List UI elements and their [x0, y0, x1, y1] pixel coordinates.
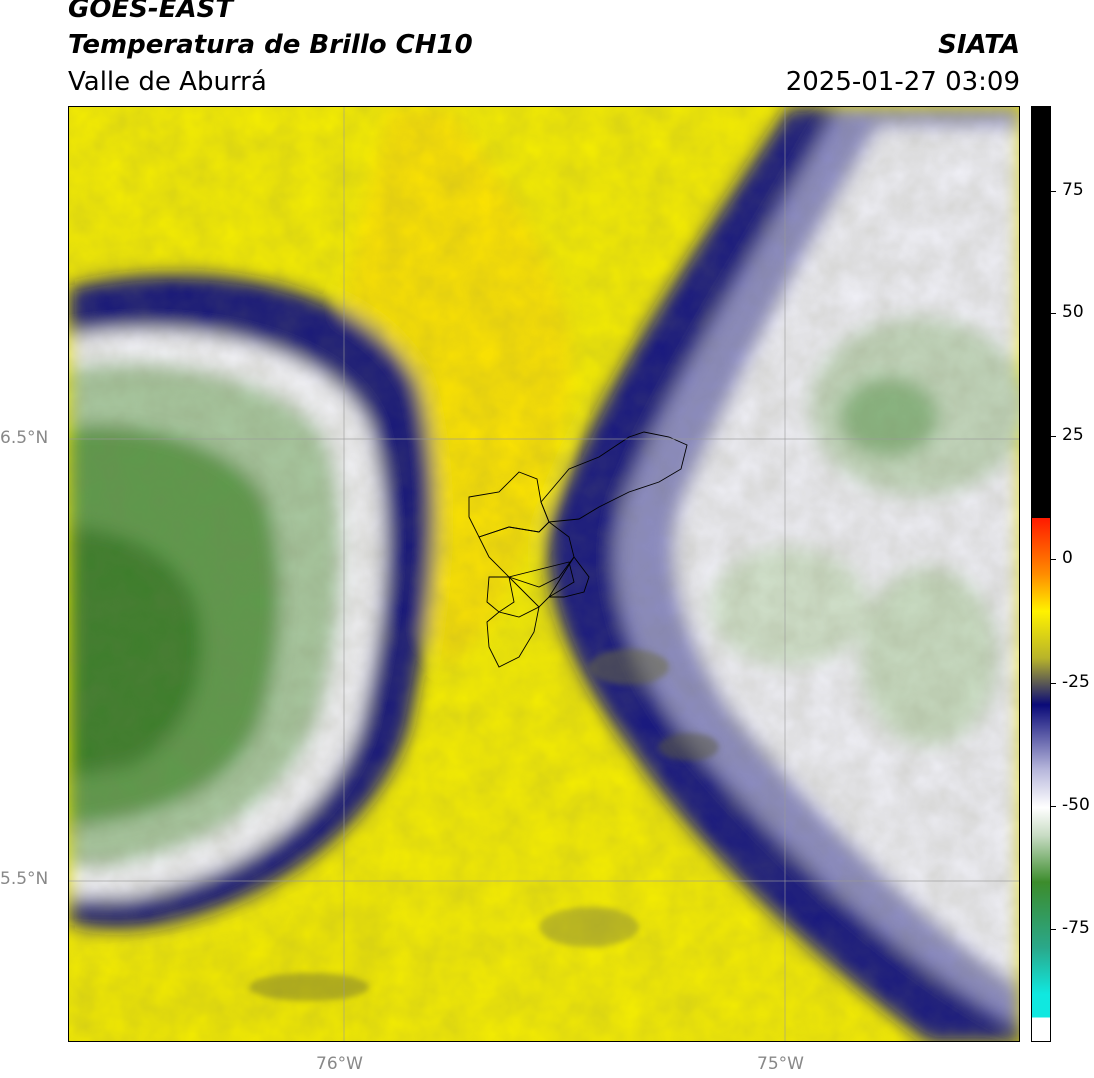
colorbar-label-minus-25: -25 — [1062, 672, 1090, 692]
colorbar-label-minus-50: -50 — [1062, 795, 1090, 815]
region-label: Valle de Aburrá — [68, 67, 267, 97]
colorbar-label-50: 50 — [1062, 302, 1084, 322]
colorbar-tick — [1051, 929, 1056, 930]
colorbar-tick — [1051, 559, 1056, 560]
colorbar-tick — [1051, 683, 1056, 684]
colorbar — [1031, 106, 1051, 1042]
colorbar-label-0: 0 — [1062, 548, 1073, 568]
lon-label-76w: 76°W — [316, 1054, 363, 1074]
municipal-boundaries — [468, 431, 688, 668]
lat-label-5-5n: 5.5°N — [0, 869, 49, 889]
colorbar-tick — [1051, 436, 1056, 437]
colorbar-label-75: 75 — [1062, 180, 1084, 200]
brand-label: SIATA — [938, 30, 1020, 60]
lat-label-6-5n: 6.5°N — [0, 428, 49, 448]
colorbar-label-minus-75: -75 — [1062, 918, 1090, 938]
map-subtitle: Temperatura de Brillo CH10 — [68, 30, 473, 60]
colorbar-tick — [1051, 313, 1056, 314]
colorbar-label-25: 25 — [1062, 425, 1084, 445]
satellite-map — [68, 106, 1020, 1042]
colorbar-tick — [1051, 191, 1056, 192]
lon-label-75w: 75°W — [757, 1054, 804, 1074]
map-title: GOES-EAST — [68, 0, 234, 24]
datetime-label: 2025-01-27 03:09 — [785, 67, 1020, 97]
colorbar-tick — [1051, 806, 1056, 807]
map-gridlines — [69, 107, 1019, 1041]
brightness-temperature-field — [69, 107, 1019, 1041]
